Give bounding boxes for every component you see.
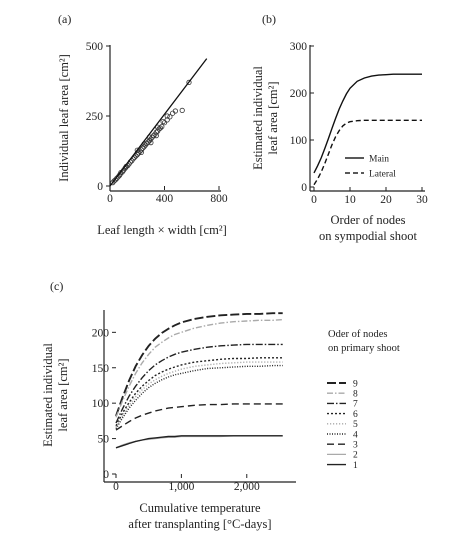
legend-label-node-2: 2 xyxy=(353,451,358,461)
series-line-node-2 xyxy=(115,435,283,449)
scatter-point xyxy=(133,153,139,159)
panel-a-x-axis-title: Leaf length × width [cm²] xyxy=(97,223,227,237)
scatter-point xyxy=(160,119,166,125)
legend-label-lateral: Lateral xyxy=(369,170,396,180)
scatter-point xyxy=(110,180,116,186)
panel-c-x-tick-label: 0 xyxy=(113,481,119,493)
panel-b-y-tick-label: 300 xyxy=(290,41,308,53)
scatter-point xyxy=(155,124,161,130)
panel-b-y-axis-title-line1: Estimated individual xyxy=(251,66,265,170)
panel-a-x-tick-label: 800 xyxy=(210,193,228,205)
panel-c-legend-title-line1: Oder of nodes xyxy=(328,329,387,340)
scatter-point xyxy=(164,113,170,119)
panel-a-y-tick-label: 500 xyxy=(86,41,104,53)
panel-a-label: (a) xyxy=(58,12,71,26)
panel-b-label: (b) xyxy=(262,12,276,26)
legend-label-node-5: 5 xyxy=(353,420,358,430)
panel-b-x-tick-label: 20 xyxy=(380,194,392,206)
panel-b-y-tick-label: 100 xyxy=(290,135,308,147)
panel-a-x-tick-label: 400 xyxy=(156,193,174,205)
panel-c-line-chart: 0 1,000 2,000 0 50 100 150 200 Oder of nodes on… xyxy=(41,310,400,531)
panel-c-x-tick-label: 2,000 xyxy=(234,481,260,493)
scatter-point xyxy=(157,125,163,131)
regression-line xyxy=(109,58,208,187)
series-line-main xyxy=(313,73,422,174)
panel-c-y-tick-label: 0 xyxy=(103,469,109,481)
panel-c-y-tick-label: 200 xyxy=(92,327,110,339)
legend-label-main: Main xyxy=(369,155,389,165)
panel-a-x-tick-label: 0 xyxy=(107,193,113,205)
panel-c-y-tick-label: 100 xyxy=(92,398,110,410)
scatter-point xyxy=(112,177,119,183)
panel-a-y-axis-title: Individual leaf area [cm²] xyxy=(57,54,71,182)
scatter-point xyxy=(111,178,117,184)
series-line-node-7 xyxy=(115,343,283,424)
series-line-lateral xyxy=(313,119,422,186)
series-line-node-4 xyxy=(115,364,283,430)
scatter-point xyxy=(137,148,143,154)
legend-label-node-8: 8 xyxy=(353,390,358,400)
scatter-point xyxy=(134,147,140,153)
panel-c-y-tick-label: 50 xyxy=(98,434,110,446)
panel-c-x-axis-title-line2: after transplanting [°C-days] xyxy=(128,517,271,531)
legend-label-node-1: 1 xyxy=(353,461,358,471)
panel-b-y-axis-title-line2: leaf area [cm²] xyxy=(266,81,280,154)
scatter-point xyxy=(186,79,192,86)
panel-b-x-tick-label: 30 xyxy=(416,194,428,206)
series-line-node-1 xyxy=(115,435,283,449)
legend-label-node-9: 9 xyxy=(353,379,358,389)
series-line-node-3 xyxy=(115,403,283,431)
panel-c-x-axis-title-line1: Cumulative temperature xyxy=(139,501,261,515)
scatter-point xyxy=(138,149,144,155)
series-line-node-9 xyxy=(115,312,283,417)
scatter-point xyxy=(153,129,159,135)
scatter-point xyxy=(167,114,173,120)
legend-label-node-6: 6 xyxy=(353,410,358,420)
scatter-point xyxy=(148,140,154,146)
scatter-point xyxy=(145,139,151,145)
scatter-point xyxy=(153,133,159,139)
panel-b-x-tick-label: 10 xyxy=(344,194,356,206)
panel-b-y-tick-label: 200 xyxy=(290,88,308,100)
panel-b-x-axis-title-line1: Order of nodes xyxy=(331,213,406,227)
series-line-node-6 xyxy=(115,357,283,427)
panel-b-y-tick-label: 0 xyxy=(301,182,307,194)
panel-c-y-tick-label: 150 xyxy=(92,363,110,375)
panel-b-x-axis-title-line2: on sympodial shoot xyxy=(319,229,417,243)
legend-label-node-3: 3 xyxy=(353,441,358,451)
panel-c-x-tick-label: 1,000 xyxy=(168,481,194,493)
legend-label-node-7: 7 xyxy=(353,400,358,410)
panel-c-legend-title-line2: on primary shoot xyxy=(328,343,400,354)
panel-c-label: (c) xyxy=(50,279,63,293)
series-line-node-5 xyxy=(115,361,283,428)
panel-a-scatter: 0 400 800 0 250 500 Leaf length × width [cm²]… xyxy=(57,41,228,237)
panel-a-y-tick-label: 0 xyxy=(97,181,103,193)
scatter-point xyxy=(161,120,168,126)
scatter-point xyxy=(172,108,178,114)
panel-b-x-tick-label: 0 xyxy=(311,194,317,206)
panel-c-y-axis-title-line2: leaf area [cm²] xyxy=(56,358,70,431)
panel-c-y-axis-title-line1: Estimated individual xyxy=(41,343,55,447)
scatter-point xyxy=(179,107,185,114)
series-line-node-8 xyxy=(115,318,283,418)
panel-a-y-tick-label: 250 xyxy=(86,111,104,123)
legend-label-node-4: 4 xyxy=(353,430,358,440)
panel-b-legend: Main Lateral xyxy=(345,155,396,180)
